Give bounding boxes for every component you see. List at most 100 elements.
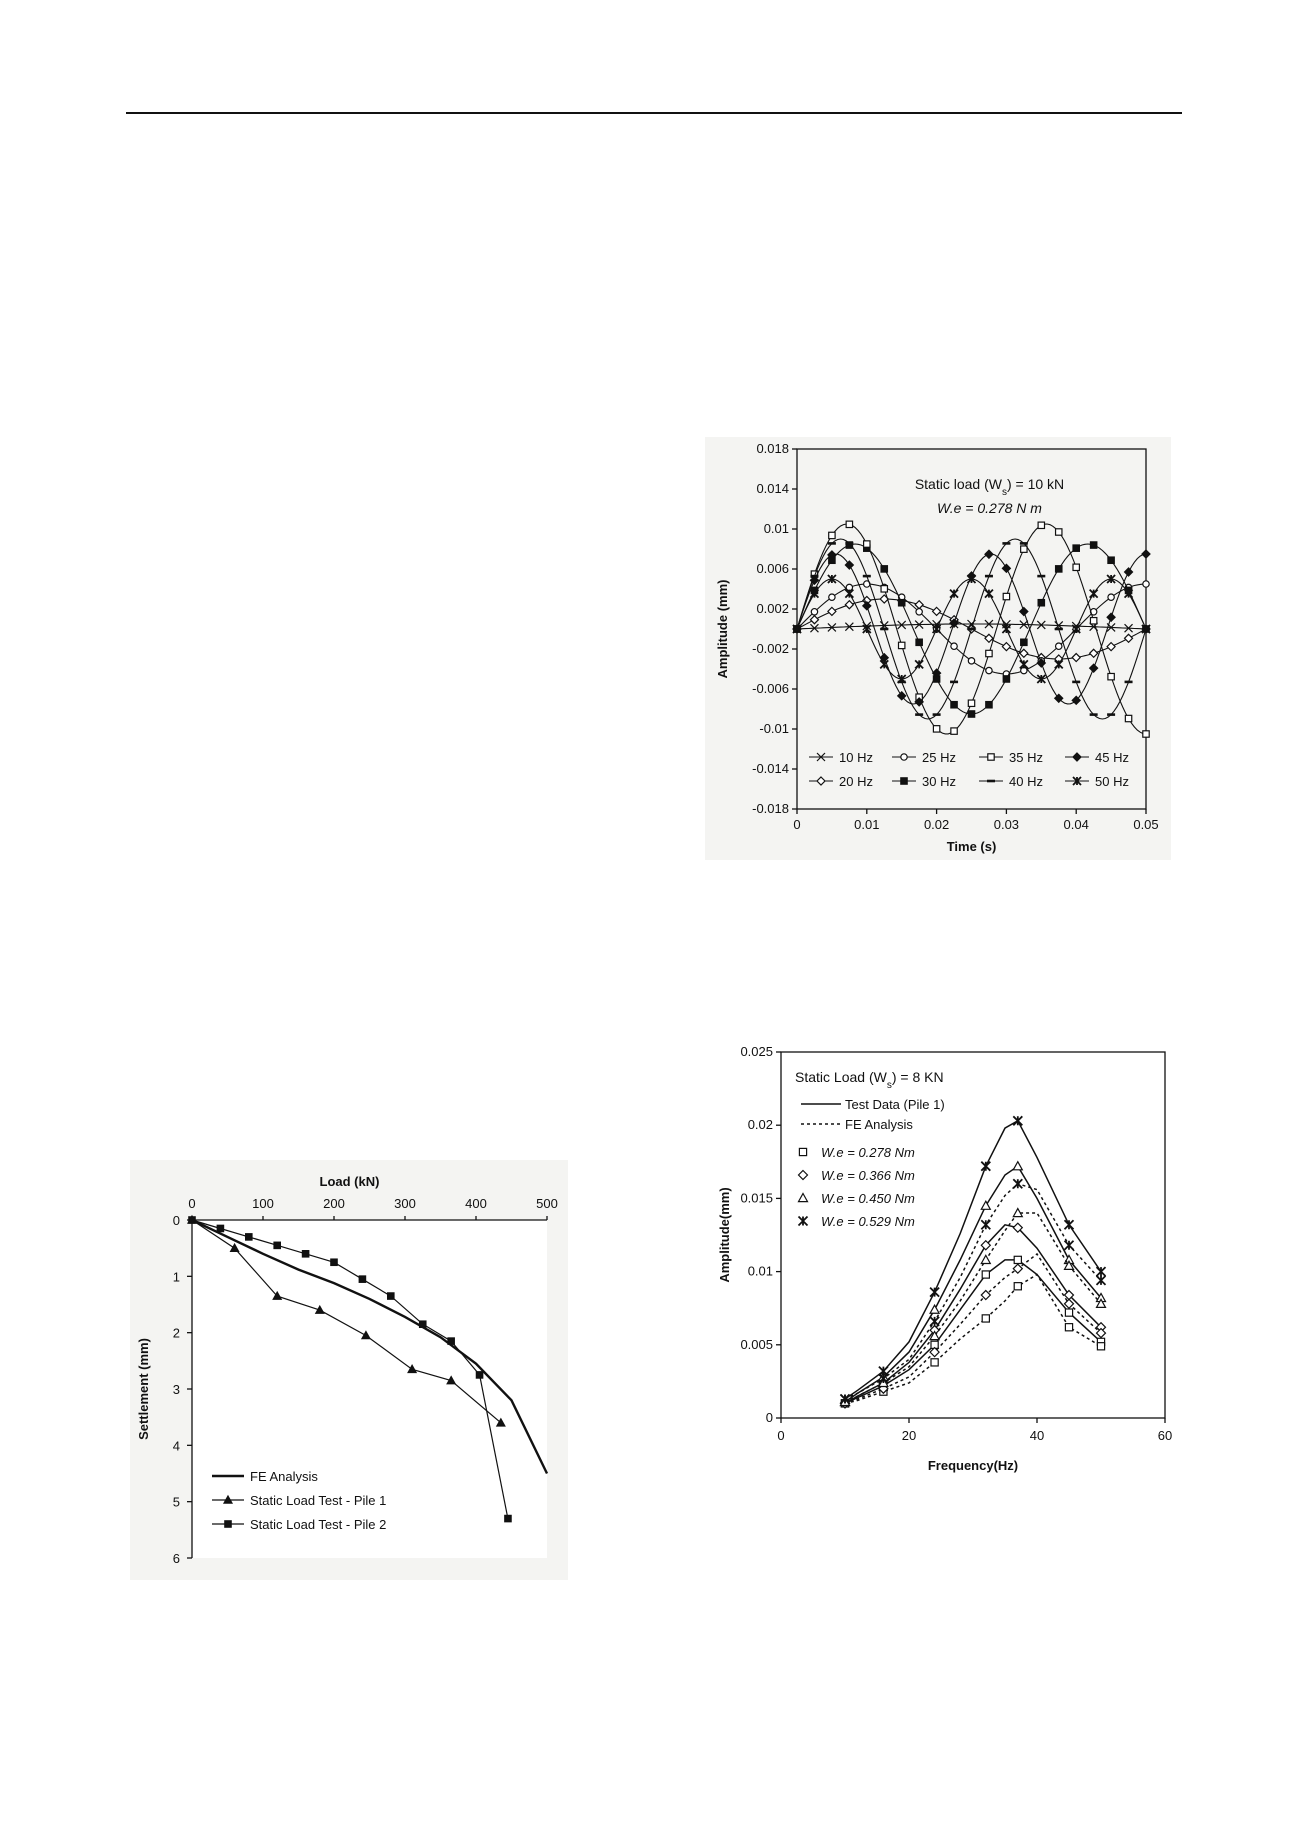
data-point-shape [1012,1222,1024,1234]
point-20hz-shape [1071,652,1082,663]
point-25hz [1107,593,1115,601]
data-point [929,1316,940,1327]
point-30hz-shape [880,565,889,573]
point-35hz [1089,616,1098,625]
point-50hz-shape [809,589,820,599]
point-30hz [897,598,906,607]
data-point [1095,1327,1107,1339]
point-45hz-shape [949,618,959,628]
amp-freq-chart: 0 0.005 0.01 0.015 0.02 0.025 0 20 40 60 Frequency… [717,1044,1172,1473]
data-point [407,1364,418,1374]
point-25hz-shape [1142,580,1150,588]
legend-marker [797,1215,809,1227]
data-point-shape [188,1216,196,1224]
data-point-shape [1063,1240,1075,1251]
legend-marker-shape [797,1169,809,1181]
point-35hz [1020,545,1028,553]
point-45hz [1071,695,1082,706]
point-30hz [1072,544,1081,552]
x-axis-label: Time (s) [947,839,997,854]
legend-marker-shape [798,1147,808,1157]
data-point [1063,1219,1075,1230]
data-point-shape [930,1358,939,1367]
point-45hz-shape [1141,549,1151,559]
point-25hz-shape [985,666,993,675]
legend-marker-shape [222,1494,234,1504]
point-35hz [1072,563,1081,572]
point-45hz [1036,658,1047,668]
point-50hz-shape [879,659,889,669]
y-axis-label: Amplitude(mm) [717,1187,732,1282]
point-45hz [809,575,820,586]
load-settlement-chart-panel: 0 100 200 300 400 500 Load (kN) 0 1 2 3 4 5 6 Settleme… [130,1160,568,1580]
y-tick-label: 0.018 [756,441,789,456]
data-point [272,1290,283,1300]
legend-marker-label: W.e = 0.529 Nm [821,1214,915,1229]
point-30hz [845,541,854,549]
point-35hz-shape [880,585,889,593]
data-point [1063,1298,1075,1310]
x-axis-label: Frequency(Hz) [928,1458,1018,1473]
data-point [216,1224,225,1233]
data-point [878,1373,889,1384]
legend-marker [1072,752,1082,762]
data-point-shape [929,1330,941,1341]
data-point-shape [839,1393,851,1405]
data-point-shape [980,1199,992,1210]
point-45hz [1001,563,1012,574]
legend-marker [1072,776,1082,786]
legend-label: 35 Hz [1009,750,1043,765]
point-50hz-shape [1001,624,1012,634]
data-point [930,1358,939,1367]
legend-marker-shape [900,777,908,785]
point-25hz [967,657,976,665]
point-20hz [1123,633,1134,644]
data-point [981,1270,991,1279]
x-tick-label: 0.01 [854,817,879,832]
legend-marker-label: W.e = 0.278 Nm [821,1145,915,1160]
y-tick-label: 0.015 [740,1190,773,1205]
header-rule [126,112,1182,114]
legend-marker [797,1169,809,1181]
point-35hz-shape [1054,528,1063,536]
data-point-shape [229,1242,240,1252]
point-30hz-shape [1089,541,1098,549]
y-tick-label: -0.006 [752,681,789,696]
point-25hz-shape [967,657,976,665]
data-point [980,1289,992,1301]
point-10hz [897,620,907,630]
data-point-shape [878,1373,889,1384]
point-25hz-shape [810,607,819,616]
point-10hz-shape [1019,620,1029,629]
point-35hz-shape [967,699,976,708]
data-point-shape [475,1371,484,1379]
point-50hz [1054,659,1064,669]
legend-marker [900,753,908,761]
point-45hz-shape [1001,563,1012,574]
data-point [418,1320,427,1329]
legend-marker [816,776,826,786]
point-25hz [810,607,819,616]
data-point-shape [330,1258,338,1267]
legend-test-label: Test Data (Pile 1) [845,1097,945,1112]
data-point [1063,1240,1075,1251]
point-35hz [1124,714,1133,723]
point-50hz-shape [862,624,872,634]
point-35hz-shape [863,540,871,548]
y-tick-label: -0.018 [752,801,789,816]
point-45hz [931,668,942,678]
legend-label: 40 Hz [1009,774,1043,789]
point-50hz [914,659,924,669]
amp-time-chart-panel: 0.018 0.014 0.01 0.006 0.002 -0.002 -0.006 -0.0… [705,437,1171,860]
point-30hz-shape [1037,598,1046,607]
data-point-shape [360,1330,371,1340]
point-50hz [1001,624,1012,634]
point-35hz-shape [1089,616,1098,625]
data-point-shape [1013,1255,1023,1265]
point-10hz [984,619,994,629]
data-point [929,1346,940,1358]
series-line [191,1218,549,1475]
legend-marker [987,753,995,761]
data-point-shape [418,1320,427,1329]
point-50hz [844,589,854,599]
